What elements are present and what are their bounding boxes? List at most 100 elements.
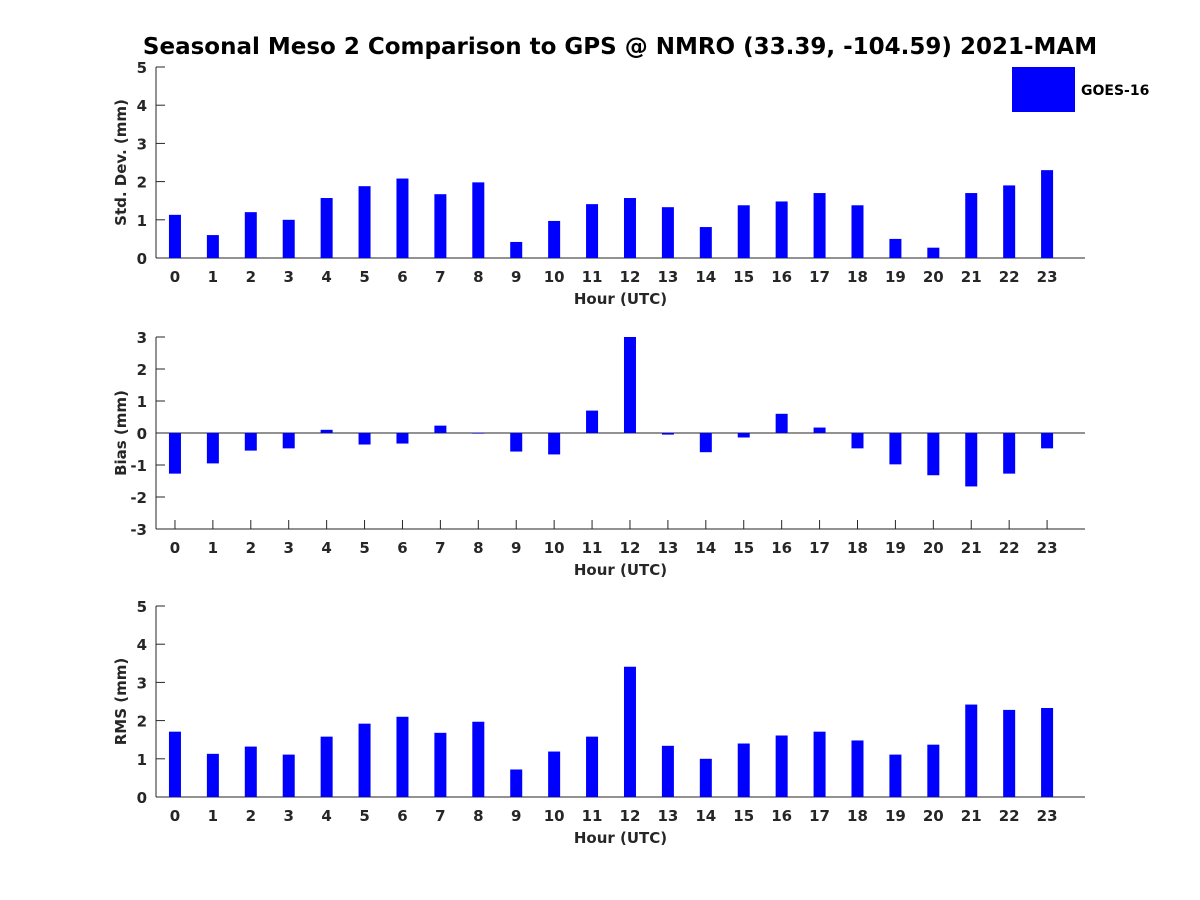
- bar-std-dev-hour-22: [1003, 185, 1016, 258]
- bar-rms-hour-21: [965, 704, 978, 797]
- bar-bias-hour-22: [1003, 433, 1016, 474]
- bar-std-dev-hour-10: [548, 220, 561, 258]
- y-tick-label: 0: [137, 250, 147, 268]
- x-tick-label: 18: [847, 539, 868, 557]
- bar-bias-hour-7: [434, 425, 447, 433]
- bar-bias-hour-15: [737, 433, 750, 438]
- x-tick-label: 17: [809, 807, 830, 825]
- x-tick-label: 14: [695, 268, 716, 286]
- x-axis-label: Hour (UTC): [574, 829, 667, 847]
- bar-rms-hour-18: [851, 740, 864, 797]
- x-tick-label: 15: [733, 268, 754, 286]
- bar-bias-hour-5: [358, 433, 371, 445]
- x-tick-label: 18: [847, 268, 868, 286]
- x-tick-label: 23: [1037, 539, 1058, 557]
- bar-rms-hour-0: [168, 731, 181, 797]
- x-tick-label: 0: [170, 807, 180, 825]
- x-tick-label: 22: [999, 807, 1020, 825]
- x-tick-label: 4: [321, 539, 331, 557]
- x-tick-label: 21: [961, 268, 982, 286]
- x-tick-label: 3: [283, 807, 293, 825]
- x-tick-label: 20: [923, 539, 944, 557]
- x-tick-label: 7: [435, 268, 445, 286]
- bar-bias-hour-8: [472, 433, 485, 434]
- x-tick-label: 1: [208, 539, 218, 557]
- bar-rms-hour-11: [586, 736, 599, 797]
- x-tick-label: 19: [885, 268, 906, 286]
- bar-std-dev-hour-3: [282, 219, 295, 258]
- legend: GOES-16: [1012, 67, 1149, 112]
- x-tick-label: 5: [359, 268, 369, 286]
- bar-bias-hour-23: [1041, 433, 1054, 449]
- x-tick-label: 21: [961, 539, 982, 557]
- bar-std-dev-hour-6: [396, 178, 409, 258]
- bar-rms-hour-15: [737, 743, 750, 797]
- x-tick-label: 8: [473, 539, 483, 557]
- bar-std-dev-hour-9: [510, 241, 523, 258]
- bar-std-dev-hour-4: [320, 198, 333, 258]
- bar-rms-hour-2: [244, 746, 257, 797]
- x-tick-label: 8: [473, 807, 483, 825]
- bar-std-dev-hour-13: [661, 207, 674, 258]
- x-tick-label: 9: [511, 268, 521, 286]
- x-tick-label: 1: [208, 268, 218, 286]
- x-tick-label: 15: [733, 539, 754, 557]
- x-tick-label: 0: [170, 539, 180, 557]
- x-tick-label: 11: [582, 268, 603, 286]
- bar-std-dev-hour-8: [472, 182, 485, 258]
- bar-rms-hour-7: [434, 732, 447, 797]
- bar-bias-hour-3: [282, 433, 295, 449]
- y-tick-label: 4: [137, 97, 147, 115]
- bar-rms-hour-10: [548, 751, 561, 797]
- x-tick-label: 11: [582, 539, 603, 557]
- x-tick-label: 18: [847, 807, 868, 825]
- x-tick-label: 16: [771, 268, 792, 286]
- bar-rms-hour-4: [320, 736, 333, 797]
- x-tick-label: 4: [321, 807, 331, 825]
- x-axis-label: Hour (UTC): [574, 290, 667, 308]
- bar-std-dev-hour-12: [623, 198, 636, 258]
- y-tick-label: 1: [137, 212, 147, 230]
- x-tick-label: 22: [999, 268, 1020, 286]
- x-tick-label: 0: [170, 268, 180, 286]
- y-axis-label: Std. Dev. (mm): [112, 99, 130, 226]
- y-tick-label: 2: [137, 713, 147, 731]
- x-tick-label: 14: [695, 539, 716, 557]
- x-tick-label: 21: [961, 807, 982, 825]
- x-tick-label: 2: [246, 807, 256, 825]
- bar-rms-hour-5: [358, 723, 371, 797]
- y-tick-label: 2: [137, 361, 147, 379]
- y-tick-label: 5: [137, 598, 147, 616]
- x-tick-label: 9: [511, 539, 521, 557]
- bar-bias-hour-20: [927, 433, 940, 476]
- x-tick-label: 7: [435, 539, 445, 557]
- bar-std-dev-hour-14: [699, 227, 712, 258]
- y-tick-label: 1: [137, 751, 147, 769]
- x-axis-label: Hour (UTC): [574, 561, 667, 579]
- x-tick-label: 10: [544, 807, 565, 825]
- bar-bias-hour-21: [965, 433, 978, 487]
- x-tick-label: 13: [657, 268, 678, 286]
- x-tick-label: 23: [1037, 807, 1058, 825]
- bar-bias-hour-4: [320, 429, 333, 433]
- legend-swatch-goes-16: [1012, 67, 1075, 112]
- y-tick-label: 1: [137, 393, 147, 411]
- y-tick-label: 3: [137, 674, 147, 692]
- y-tick-label: -3: [130, 521, 147, 539]
- y-tick-label: 5: [137, 59, 147, 77]
- bar-std-dev-hour-15: [737, 205, 750, 258]
- x-tick-label: 15: [733, 807, 754, 825]
- bar-std-dev-hour-21: [965, 193, 978, 258]
- bar-std-dev-hour-1: [206, 235, 219, 258]
- x-tick-label: 10: [544, 539, 565, 557]
- x-tick-label: 6: [397, 268, 407, 286]
- bar-bias-hour-2: [244, 433, 257, 451]
- x-tick-label: 14: [695, 807, 716, 825]
- bar-bias-hour-9: [510, 433, 523, 452]
- y-axis-label: RMS (mm): [112, 658, 130, 745]
- y-tick-label: 4: [137, 636, 147, 654]
- x-tick-label: 16: [771, 807, 792, 825]
- x-tick-label: 8: [473, 268, 483, 286]
- bar-bias-hour-11: [586, 410, 599, 433]
